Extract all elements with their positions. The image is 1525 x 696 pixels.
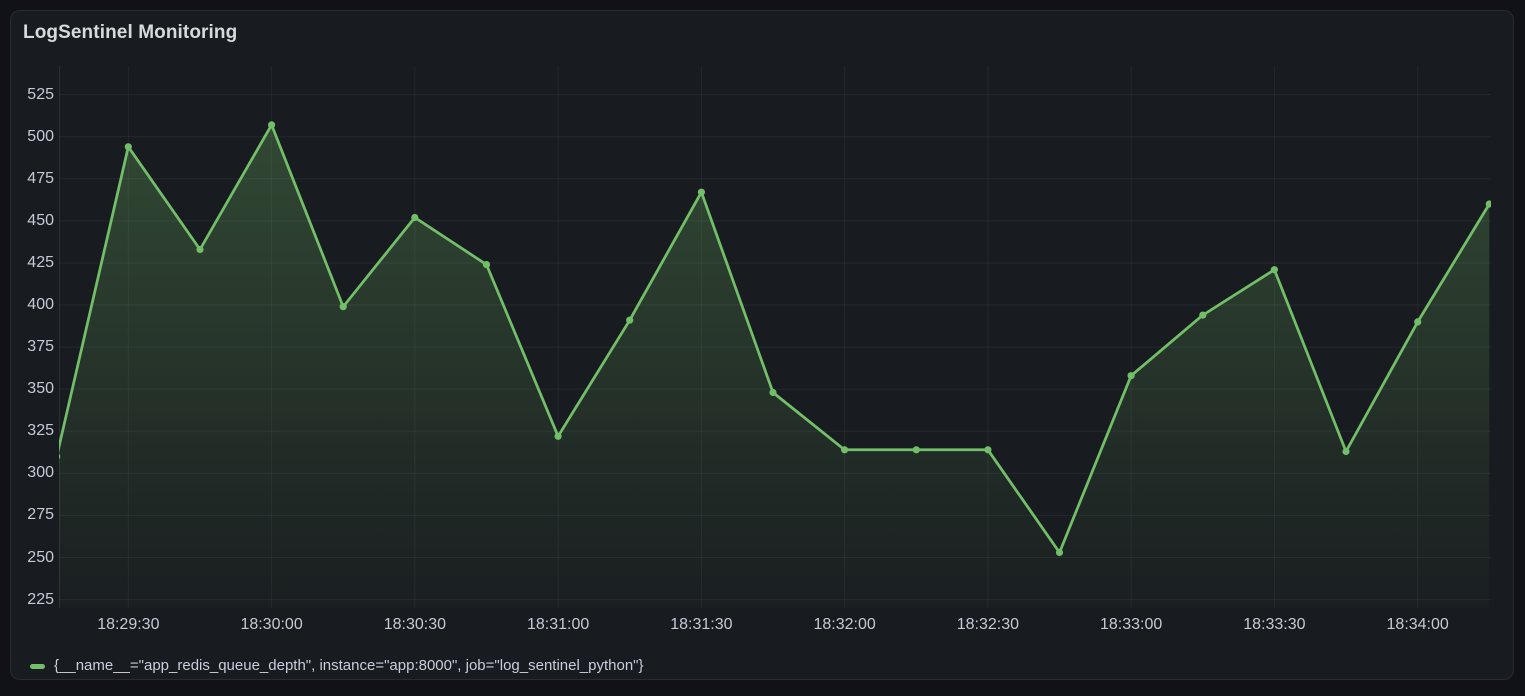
data-point-marker[interactable]	[697, 188, 706, 196]
data-point-marker[interactable]	[912, 446, 920, 454]
legend-series-label[interactable]: {__name__="app_redis_queue_depth", insta…	[54, 657, 644, 674]
x-tick-label: 18:29:30	[97, 616, 160, 633]
y-tick-label: 300	[27, 464, 54, 482]
data-point-marker[interactable]	[769, 388, 777, 397]
series-area-fill	[59, 124, 1490, 608]
data-point-marker[interactable]	[841, 446, 849, 454]
data-point-marker[interactable]	[411, 213, 419, 222]
data-point-marker[interactable]	[268, 121, 276, 129]
chart-svg[interactable]	[59, 66, 1491, 608]
x-tick-label: 18:33:30	[1243, 616, 1306, 633]
y-tick-label: 275	[27, 506, 54, 524]
y-tick-label: 325	[27, 422, 54, 440]
y-tick-label: 425	[27, 253, 54, 271]
x-tick-label: 18:31:00	[526, 616, 590, 633]
data-point-marker[interactable]	[1199, 311, 1207, 319]
y-tick-label: 525	[27, 85, 54, 103]
panel-header[interactable]: LogSentinel Monitoring	[11, 11, 1513, 51]
legend-series-marker[interactable]	[30, 663, 45, 669]
x-tick-label: 18:30:00	[240, 616, 303, 633]
data-point-marker[interactable]	[339, 303, 347, 311]
data-point-marker[interactable]	[554, 432, 562, 440]
x-tick-label: 18:34:00	[1386, 616, 1449, 633]
data-point-marker[interactable]	[1342, 447, 1350, 456]
monitoring-panel: LogSentinel Monitoring 225 250 275 300 325 35…	[10, 10, 1514, 680]
y-tick-label: 250	[27, 548, 54, 566]
y-tick-label: 450	[27, 211, 54, 229]
data-point-marker[interactable]	[124, 143, 132, 151]
x-tick-label: 18:33:00	[1100, 616, 1163, 633]
data-point-marker[interactable]	[482, 261, 491, 269]
y-tick-label: 350	[27, 380, 54, 398]
data-point-marker[interactable]	[1270, 266, 1278, 274]
data-point-marker[interactable]	[1055, 548, 1064, 557]
data-point-marker[interactable]	[984, 446, 992, 454]
y-tick-label: 225	[27, 590, 54, 608]
legend: {__name__="app_redis_queue_depth", insta…	[30, 655, 644, 677]
data-point-marker[interactable]	[1485, 200, 1491, 208]
y-tick-label: 475	[27, 169, 54, 187]
x-tick-label: 18:32:30	[956, 616, 1020, 633]
time-series-plot[interactable]	[59, 66, 1491, 608]
x-tick-label: 18:31:30	[670, 616, 733, 633]
data-point-marker[interactable]	[626, 316, 634, 324]
y-tick-label: 375	[27, 338, 54, 356]
x-tick-label: 18:32:00	[813, 616, 876, 633]
data-point-marker[interactable]	[196, 245, 204, 254]
data-point-marker[interactable]	[1414, 318, 1422, 326]
panel-title[interactable]: LogSentinel Monitoring	[23, 22, 238, 43]
x-tick-label: 18:30:30	[383, 616, 446, 633]
y-tick-label: 400	[27, 296, 54, 314]
y-tick-label: 500	[27, 127, 54, 145]
data-point-marker[interactable]	[59, 453, 61, 460]
data-point-marker[interactable]	[1127, 372, 1135, 380]
